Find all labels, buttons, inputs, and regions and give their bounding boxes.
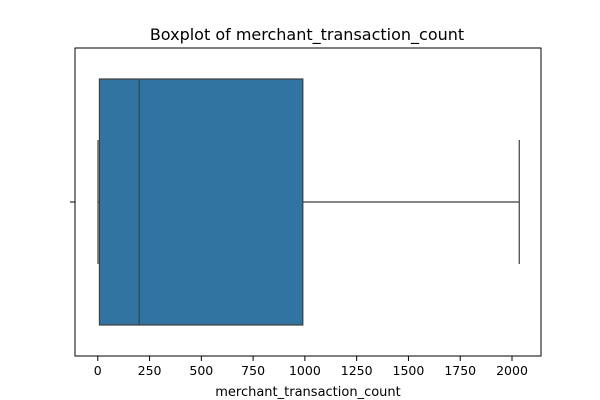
x-tick-label: 500 [189,363,213,378]
box-group [97,78,520,326]
x-axis: 0 250 500 750 1000 1250 1500 1750 2000 [94,356,528,378]
x-tick-label: 1000 [289,363,321,378]
x-tick-label: 250 [138,363,162,378]
x-tick-label: 2000 [496,363,528,378]
x-tick-label: 0 [94,363,102,378]
chart-title: Boxplot of merchant_transaction_count [150,25,464,45]
box-iqr [98,78,304,326]
x-tick-label: 1500 [393,363,425,378]
x-tick-label: 1250 [341,363,373,378]
x-tick-label: 750 [241,363,265,378]
x-axis-label: merchant_transaction_count [215,385,401,400]
x-tick-label: 1750 [444,363,476,378]
